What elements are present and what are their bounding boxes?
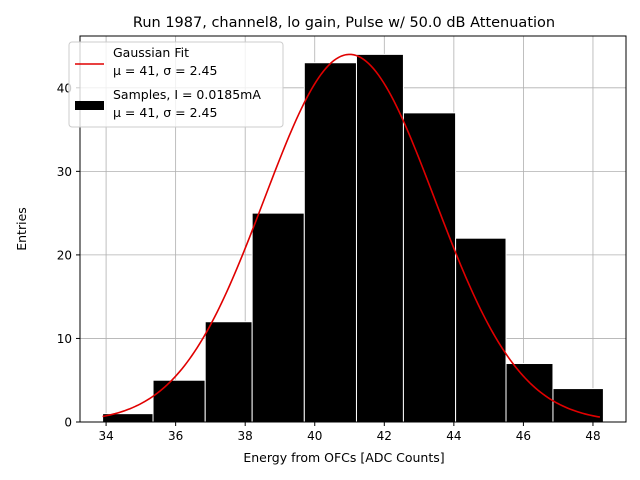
y-tick-label: 10: [57, 332, 72, 346]
x-tick-label: 34: [98, 429, 113, 443]
x-axis-ticks: 34 36 38 40 42 44 46 48: [98, 422, 601, 443]
legend-fit-label: Gaussian Fit: [113, 45, 189, 60]
y-axis-label: Entries: [14, 207, 29, 251]
legend-samples-swatch: [75, 101, 104, 110]
gaussian-fit-curve: [102, 53, 601, 418]
y-tick-label: 0: [64, 416, 72, 430]
histogram-bar: [204, 321, 253, 423]
legend-samples-params: μ = 41, σ = 2.45: [113, 105, 217, 120]
legend: Gaussian Fit μ = 41, σ = 2.45 Samples, I…: [68, 41, 284, 128]
plot-frame: [79, 35, 627, 423]
chart-title: Run 1987, channel8, lo gain, Pulse w/ 50…: [133, 15, 555, 31]
histogram-bar: [505, 363, 554, 423]
histogram-bar: [152, 379, 206, 423]
histogram-bars: [102, 53, 604, 423]
histogram-bar: [303, 62, 357, 423]
x-tick-label: 48: [585, 429, 600, 443]
histogram-bar: [402, 112, 457, 423]
x-tick-label: 38: [238, 429, 253, 443]
x-tick-label: 44: [446, 429, 461, 443]
x-tick-label: 36: [168, 429, 183, 443]
histogram-bar: [355, 53, 404, 423]
y-tick-label: 30: [57, 165, 72, 179]
y-axis-ticks: 0 10 20 30 40: [57, 81, 80, 430]
histogram-bar: [251, 212, 305, 423]
x-axis-label: Energy from OFCs [ADC Counts]: [243, 450, 444, 465]
x-tick-label: 42: [377, 429, 392, 443]
y-tick-label: 40: [57, 81, 72, 95]
legend-samples-label: Samples, I = 0.0185mA: [113, 87, 261, 102]
x-tick-label: 40: [307, 429, 322, 443]
histogram-bar: [455, 237, 507, 423]
legend-box: [68, 41, 284, 128]
legend-fit-params: μ = 41, σ = 2.45: [113, 63, 217, 78]
y-tick-label: 20: [57, 248, 72, 262]
x-tick-label: 46: [516, 429, 531, 443]
